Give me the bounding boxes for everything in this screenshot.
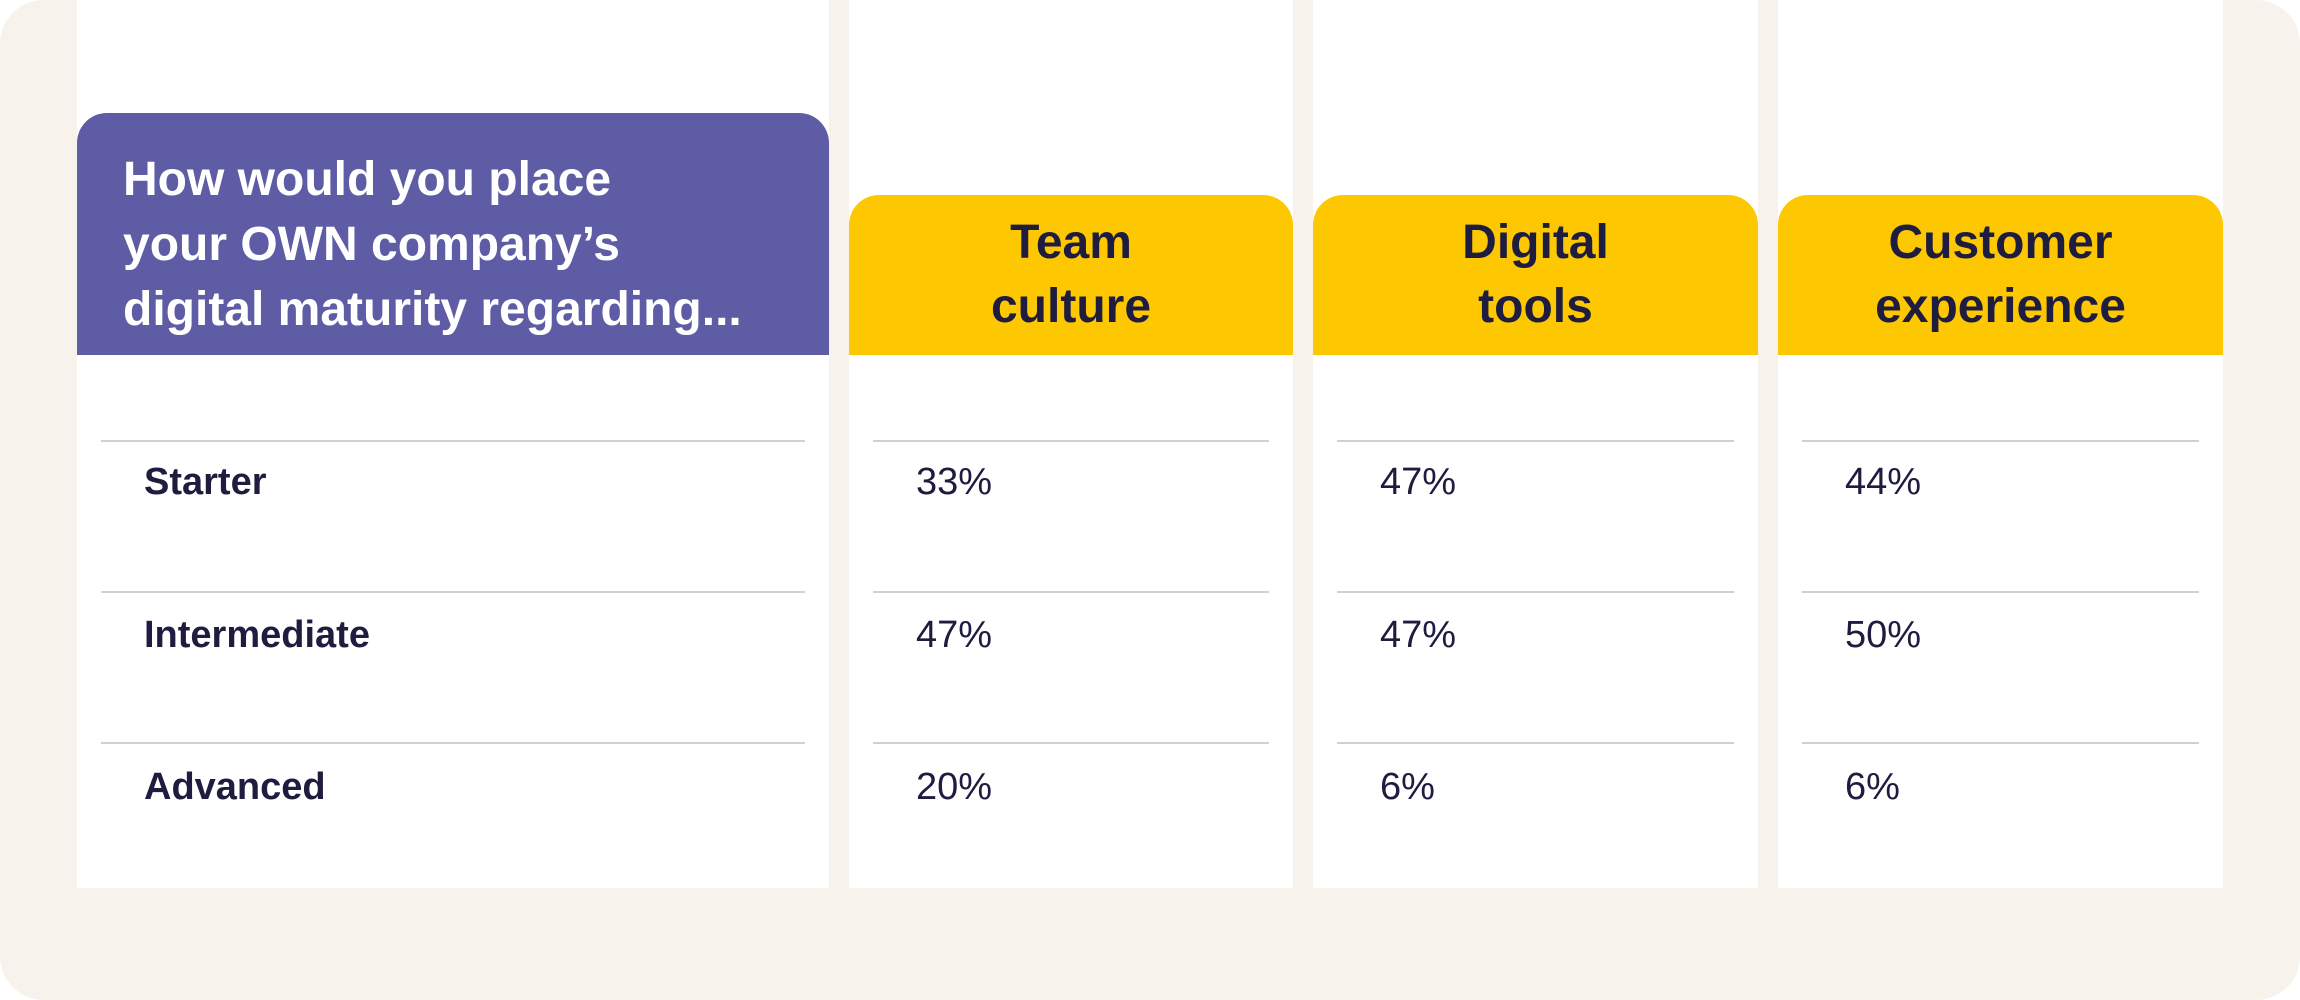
column-header-line: culture	[990, 280, 1152, 333]
row-divider	[101, 440, 805, 442]
value-cell: 20%	[916, 766, 993, 808]
value-cell: 47%	[1380, 461, 1457, 503]
row-label-starter: Starter	[144, 461, 267, 503]
question-line: digital maturity regarding...	[123, 283, 742, 336]
column-header-line: experience	[1875, 280, 2126, 333]
row-divider	[873, 591, 1269, 593]
column-header-line: Digital	[1462, 216, 1609, 269]
value-cell: 50%	[1845, 614, 1922, 656]
row-divider	[873, 742, 1269, 744]
row-divider	[1337, 440, 1734, 442]
question-header: How would you place your OWN company’s d…	[77, 113, 829, 355]
column-values: 47% 47% 6%	[1313, 355, 1758, 888]
row-divider	[1802, 440, 2199, 442]
value-cell: 6%	[1845, 766, 1900, 808]
row-divider	[1337, 742, 1734, 744]
row-divider	[101, 591, 805, 593]
row-labels: Starter Intermediate Advanced	[77, 355, 829, 888]
question-line: How would you place	[123, 153, 612, 206]
column-header-digital-tools: Digital tools	[1313, 195, 1758, 355]
column-team-culture: Team culture 33% 47% 20%	[849, 0, 1293, 888]
column-values: 44% 50% 6%	[1778, 355, 2223, 888]
column-header-line: tools	[1478, 280, 1593, 333]
row-divider	[873, 440, 1269, 442]
column-digital-tools: Digital tools 47% 47% 6%	[1313, 0, 1758, 888]
question-column: How would you place your OWN company’s d…	[77, 0, 829, 888]
value-cell: 44%	[1845, 461, 1922, 503]
row-label-advanced: Advanced	[144, 766, 326, 808]
value-cell: 47%	[916, 614, 993, 656]
value-cell: 6%	[1380, 766, 1435, 808]
column-header-line: Customer	[1888, 216, 2113, 269]
question-line: your OWN company’s	[123, 218, 620, 271]
column-header-customer-experience: Customer experience	[1778, 195, 2223, 355]
column-header-line: Team	[1010, 216, 1132, 269]
value-cell: 33%	[916, 461, 993, 503]
row-label-intermediate: Intermediate	[144, 614, 370, 656]
column-customer-experience: Customer experience 44% 50% 6%	[1778, 0, 2223, 888]
column-values: 33% 47% 20%	[849, 355, 1293, 888]
value-cell: 47%	[1380, 614, 1457, 656]
row-divider	[1802, 742, 2199, 744]
row-divider	[1337, 591, 1734, 593]
row-divider	[1802, 591, 2199, 593]
column-header-team-culture: Team culture	[849, 195, 1293, 355]
row-divider	[101, 742, 805, 744]
